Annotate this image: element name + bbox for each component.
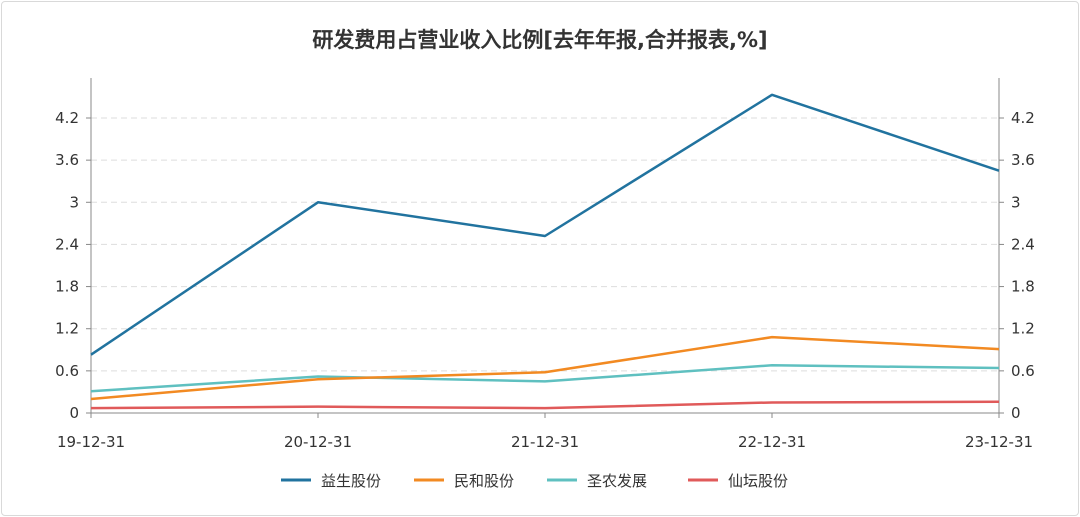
y-tick-label-left: 2.4 <box>55 235 79 253</box>
x-tick-label: 19-12-31 <box>57 433 125 451</box>
legend-label: 仙坛股份 <box>728 472 788 490</box>
legend-label: 民和股份 <box>454 472 514 490</box>
x-tick-label: 23-12-31 <box>965 433 1033 451</box>
series-line-民和股份 <box>90 335 1000 401</box>
y-tick-label-left: 1.2 <box>55 320 79 338</box>
y-tick-label-right: 0 <box>1011 404 1021 422</box>
x-tick-label: 20-12-31 <box>284 433 352 451</box>
y-tick-label-right: 3.6 <box>1011 151 1035 169</box>
y-tick-label-left: 0.6 <box>55 362 79 380</box>
y-tick-label-left: 1.8 <box>55 278 79 296</box>
series-line-圣农发展 <box>90 363 1000 393</box>
series-lines <box>90 93 1000 410</box>
legend-label: 益生股份 <box>321 472 381 490</box>
y-tick-label-left: 3 <box>69 193 79 211</box>
x-tick-label: 22-12-31 <box>738 433 806 451</box>
y-tick-label-right: 4.2 <box>1011 109 1035 127</box>
y-tick-label-right: 1.2 <box>1011 320 1035 338</box>
y-tick-label-left: 0 <box>69 404 79 422</box>
axes <box>86 78 1004 418</box>
y-tick-label-right: 2.4 <box>1011 235 1035 253</box>
y-tick-label-right: 1.8 <box>1011 278 1035 296</box>
legend: 益生股份 民和股份 圣农发展 仙坛股份 <box>281 472 788 490</box>
chart-title: 研发费用占营业收入比例[去年年报,合并报表,%] <box>312 28 768 52</box>
y-tick-label-right: 0.6 <box>1011 362 1035 380</box>
y-tick-label-left: 4.2 <box>55 109 79 127</box>
series-line-仙坛股份 <box>90 400 1000 410</box>
x-tick-label: 21-12-31 <box>511 433 579 451</box>
y-tick-label-left: 3.6 <box>55 151 79 169</box>
legend-label: 圣农发展 <box>587 472 647 490</box>
series-line-益生股份 <box>90 93 1000 356</box>
y-tick-label-right: 3 <box>1011 193 1021 211</box>
grid-lines <box>91 117 999 372</box>
tick-labels: 0 0 0.6 0.6 1.2 1.2 1.8 1.8 2.4 2.4 3 3 3.6 3.6 4.2 4.2… <box>55 109 1035 451</box>
